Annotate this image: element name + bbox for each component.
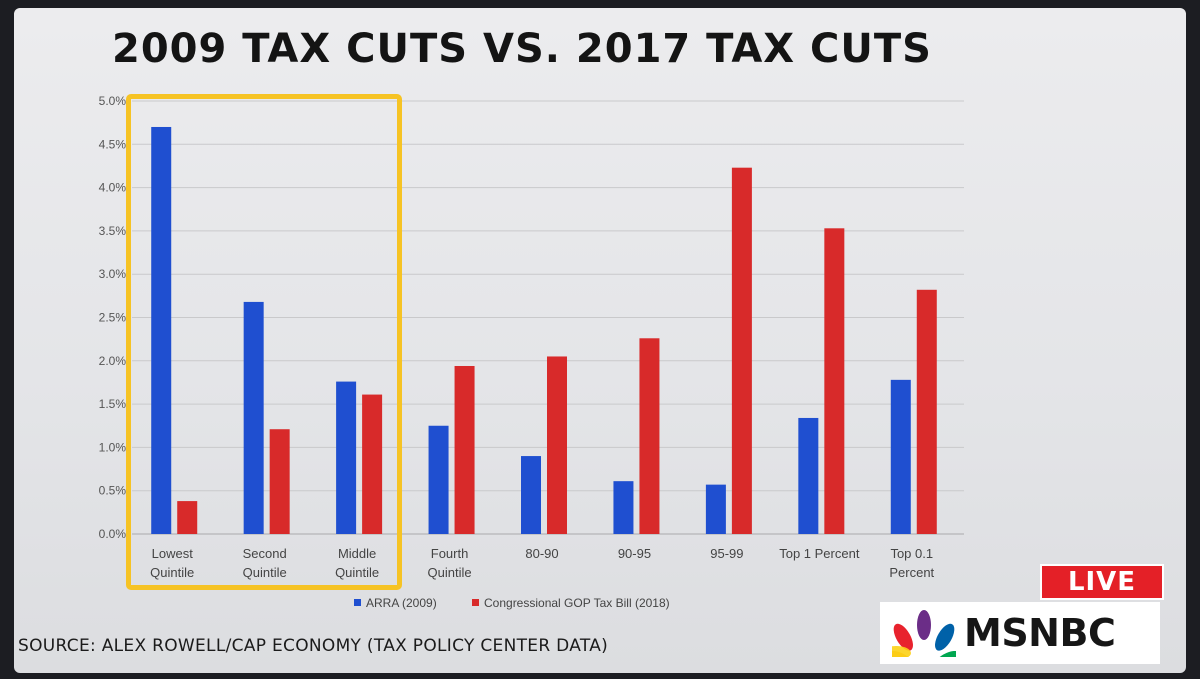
y-tick-label: 2.0% — [99, 354, 127, 368]
legend: ARRA (2009) Congressional GOP Tax Bill (2… — [354, 596, 670, 610]
x-category-label: Quintile — [243, 565, 287, 580]
bar-gop — [362, 394, 383, 534]
y-tick-label: 0.0% — [99, 527, 127, 541]
x-category-label: Quintile — [428, 565, 472, 580]
bar-gop — [177, 501, 198, 534]
y-tick-label: 4.0% — [99, 181, 127, 195]
bar-arra — [243, 301, 264, 534]
y-tick-label: 0.5% — [99, 484, 127, 498]
bar-arra — [521, 456, 541, 534]
x-category-label: Percent — [889, 565, 934, 580]
tv-screen: 2009 TAX CUTS VS. 2017 TAX CUTS 0.0% 0.5%… — [14, 8, 1186, 673]
x-category-label: 95-99 — [710, 546, 743, 561]
y-tick-label: 3.0% — [99, 267, 127, 281]
x-category-label: Lowest — [152, 546, 194, 561]
x-category-label: Second — [243, 546, 287, 561]
legend-label: Congressional GOP Tax Bill (2018) — [484, 596, 670, 610]
bar-gop — [454, 365, 475, 534]
legend-swatch — [354, 599, 361, 606]
source-caption: SOURCE: ALEX ROWELL/CAP ECONOMY (TAX POL… — [18, 636, 609, 656]
y-axis-ticks: 0.0% 0.5% 1.0% 1.5% 2.0% 2.5% 3.0% 3.5% 4.0% 4.5%… — [99, 94, 127, 541]
y-tick-label: 3.5% — [99, 224, 127, 238]
legend-label: ARRA (2009) — [366, 596, 437, 610]
x-axis-categories: Lowest Quintile Second Quintile Middle Quinti… — [150, 546, 934, 580]
highlight-box — [126, 94, 402, 590]
legend-swatch — [472, 599, 479, 606]
x-category-label: Quintile — [335, 565, 379, 580]
network-logo: MSNBC — [880, 602, 1160, 664]
y-tick-label: 5.0% — [99, 94, 127, 108]
chart-title: 2009 TAX CUTS VS. 2017 TAX CUTS — [112, 26, 932, 72]
x-category-label: 90-95 — [618, 546, 651, 561]
bar-arra — [613, 481, 634, 534]
peacock-icon — [892, 610, 956, 657]
bar-gop — [547, 356, 567, 534]
x-category-label: Top 1 Percent — [779, 546, 860, 561]
bar-gop — [824, 228, 845, 534]
y-tick-label: 2.5% — [99, 311, 127, 325]
bar-arra — [890, 379, 911, 534]
bar-gop — [639, 338, 660, 534]
bar-arra — [428, 425, 449, 534]
bar-arra — [336, 381, 357, 534]
x-category-label: Middle — [338, 546, 376, 561]
x-category-label: Quintile — [150, 565, 194, 580]
bar-arra — [151, 126, 172, 534]
bar-gop — [731, 167, 752, 534]
x-category-label: Fourth — [431, 546, 469, 561]
y-tick-label: 4.5% — [99, 137, 127, 151]
network-name: MSNBC — [964, 611, 1116, 655]
bar-arra — [705, 484, 726, 534]
network-bug: LIVE MSNBC — [880, 558, 1170, 666]
x-category-label: Top 0.1 — [890, 546, 933, 561]
bar-gop — [916, 289, 937, 534]
bar-chart: 0.0% 0.5% 1.0% 1.5% 2.0% 2.5% 3.0% 3.5% 4.0% 4.5%… — [99, 94, 964, 610]
bar-arra — [798, 417, 819, 534]
y-tick-label: 1.5% — [99, 397, 127, 411]
x-category-label: 80-90 — [525, 546, 558, 561]
y-tick-label: 1.0% — [99, 440, 127, 454]
bar-gop — [269, 429, 290, 534]
bars — [151, 126, 937, 534]
live-badge: LIVE — [1040, 564, 1164, 600]
